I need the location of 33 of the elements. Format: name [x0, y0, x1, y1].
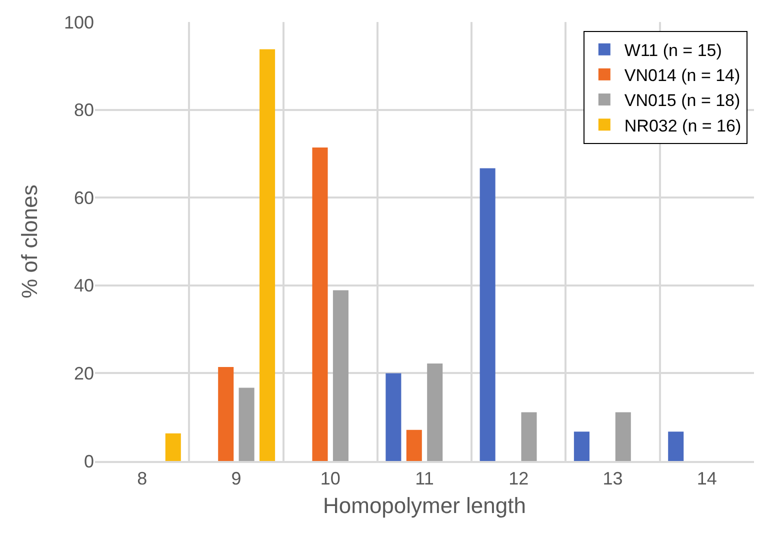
y-tick-label: 0 — [84, 451, 94, 472]
x-tick-label: 9 — [231, 468, 242, 489]
x-tick-label: 14 — [696, 468, 717, 489]
legend-label: VN015 (n = 18) — [624, 91, 740, 110]
bar — [260, 49, 276, 461]
legend-label: VN014 (n = 14) — [624, 66, 740, 86]
bar — [312, 148, 328, 461]
bar — [386, 373, 402, 461]
y-axis-title: % of clones — [16, 184, 42, 298]
y-tick-label: 60 — [74, 188, 94, 208]
bar — [427, 364, 443, 461]
bar — [238, 388, 254, 461]
y-tick-label: 20 — [74, 364, 94, 384]
bar — [480, 168, 496, 461]
x-tick-label: 12 — [508, 468, 529, 489]
bar — [615, 412, 631, 461]
bar — [574, 432, 590, 461]
bar — [165, 433, 181, 461]
x-tick-label: 11 — [415, 468, 434, 489]
y-tick-label: 80 — [74, 100, 94, 120]
legend-label: NR032 (n = 16) — [624, 116, 742, 136]
bar — [406, 430, 422, 461]
legend-label: W11 (n = 15) — [624, 40, 722, 60]
x-tick-label: 13 — [602, 468, 623, 489]
x-axis-title: Homopolymer length — [323, 493, 526, 518]
y-tick-label: 40 — [74, 276, 94, 296]
x-tick-label: 8 — [137, 468, 148, 489]
x-tick-label: 10 — [320, 468, 340, 489]
bar — [218, 367, 234, 461]
bar — [521, 412, 537, 461]
bar — [668, 432, 684, 461]
bar — [332, 290, 348, 461]
y-tick-label: 100 — [64, 12, 94, 32]
